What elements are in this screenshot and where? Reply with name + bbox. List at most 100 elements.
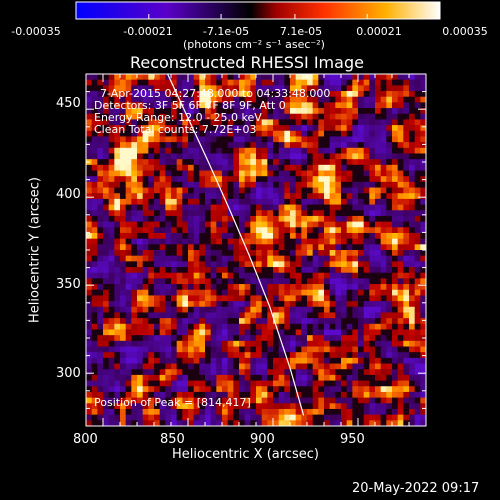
- heatmap-cell: [397, 79, 404, 86]
- heatmap-cell: [295, 113, 302, 120]
- heatmap-cell: [171, 380, 178, 387]
- heatmap-cell: [358, 363, 365, 370]
- heatmap-cell: [114, 210, 121, 217]
- heatmap-cell: [409, 312, 416, 319]
- heatmap-cell: [86, 391, 93, 399]
- heatmap-cell: [312, 221, 319, 228]
- heatmap-cell: [369, 85, 376, 92]
- heatmap-cell: [307, 267, 314, 274]
- heatmap-cell: [318, 210, 325, 217]
- heatmap-cell: [114, 147, 121, 154]
- heatmap-cell: [341, 176, 348, 183]
- heatmap-cell: [273, 91, 280, 98]
- heatmap-cell: [142, 170, 149, 177]
- heatmap-cell: [148, 238, 155, 245]
- heatmap-cell: [199, 335, 206, 342]
- heatmap-cell: [125, 369, 132, 376]
- heatmap-cell: [324, 318, 331, 325]
- heatmap-cell: [318, 187, 325, 194]
- heatmap-cell: [176, 130, 183, 137]
- heatmap-cell: [216, 91, 223, 98]
- heatmap-cell: [142, 414, 149, 421]
- heatmap-cell: [352, 170, 359, 177]
- heatmap-cell: [205, 329, 212, 336]
- heatmap-cell: [205, 340, 212, 347]
- heatmap-cell: [267, 221, 274, 228]
- heatmap-cell: [312, 295, 319, 302]
- heatmap-cell: [295, 408, 302, 416]
- heatmap-cell: [409, 267, 416, 274]
- heatmap-cell: [120, 335, 127, 342]
- heatmap-cell: [210, 329, 217, 336]
- heatmap-cell: [205, 221, 212, 228]
- heatmap-cell: [244, 380, 251, 387]
- heatmap-cell: [91, 170, 98, 177]
- heatmap-cell: [256, 221, 263, 228]
- heatmap-cell: [137, 130, 144, 137]
- heatmap-cell: [222, 119, 229, 126]
- heatmap-cell: [409, 74, 416, 81]
- heatmap-cell: [182, 215, 189, 223]
- heatmap-cell: [193, 284, 200, 291]
- heatmap-cell: [284, 397, 291, 404]
- heatmap-cell: [261, 136, 268, 143]
- heatmap-cell: [335, 403, 342, 410]
- heatmap-cell: [329, 193, 336, 200]
- heatmap-cell: [386, 272, 393, 279]
- heatmap-cell: [295, 215, 302, 223]
- heatmap-cell: [341, 147, 348, 154]
- heatmap-cell: [193, 380, 200, 387]
- heatmap-cell: [199, 306, 206, 313]
- heatmap-cell: [267, 420, 274, 427]
- heatmap-cell: [290, 96, 297, 103]
- heatmap-cell: [369, 176, 376, 183]
- heatmap-cell: [369, 323, 376, 330]
- heatmap-cell: [188, 193, 195, 200]
- heatmap-cell: [108, 250, 115, 257]
- heatmap-cell: [159, 255, 166, 262]
- heatmap-cell: [352, 295, 359, 302]
- heatmap-cell: [358, 306, 365, 313]
- heatmap-cell: [91, 181, 98, 188]
- heatmap-cell: [97, 204, 104, 211]
- heatmap-cell: [392, 91, 399, 98]
- heatmap-cell: [403, 414, 410, 421]
- heatmap-cell: [312, 278, 319, 285]
- heatmap-cell: [97, 357, 104, 364]
- heatmap-cell: [222, 198, 229, 205]
- heatmap-cell: [193, 289, 200, 296]
- heatmap-cell: [375, 79, 382, 86]
- heatmap-cell: [397, 408, 404, 416]
- heatmap-cell: [290, 261, 297, 268]
- heatmap-cell: [329, 204, 336, 211]
- heatmap-cell: [233, 159, 240, 166]
- heatmap-cell: [97, 238, 104, 245]
- heatmap-cell: [188, 125, 195, 132]
- heatmap-cell: [318, 119, 325, 126]
- heatmap-cell: [159, 102, 166, 109]
- heatmap-cell: [137, 85, 144, 92]
- heatmap-cell: [142, 119, 149, 126]
- heatmap-cell: [369, 221, 376, 228]
- heatmap-cell: [171, 215, 178, 223]
- heatmap-cell: [318, 181, 325, 188]
- heatmap-cell: [329, 284, 336, 291]
- heatmap-cell: [375, 414, 382, 421]
- heatmap-cell: [414, 329, 421, 336]
- heatmap-cell: [420, 181, 427, 188]
- heatmap-cell: [142, 85, 149, 92]
- heatmap-cell: [295, 357, 302, 364]
- heatmap-cell: [420, 244, 427, 251]
- heatmap-cell: [380, 108, 387, 115]
- heatmap-cell: [188, 119, 195, 126]
- heatmap-cell: [131, 295, 138, 302]
- heatmap-cell: [244, 272, 251, 279]
- heatmap-cell: [205, 403, 212, 410]
- heatmap-cell: [205, 108, 212, 115]
- heatmap-cell: [312, 420, 319, 427]
- heatmap-cell: [358, 91, 365, 98]
- heatmap-cell: [165, 210, 172, 217]
- heatmap-cell: [239, 113, 246, 120]
- heatmap-cell: [159, 221, 166, 228]
- heatmap-cell: [307, 408, 314, 416]
